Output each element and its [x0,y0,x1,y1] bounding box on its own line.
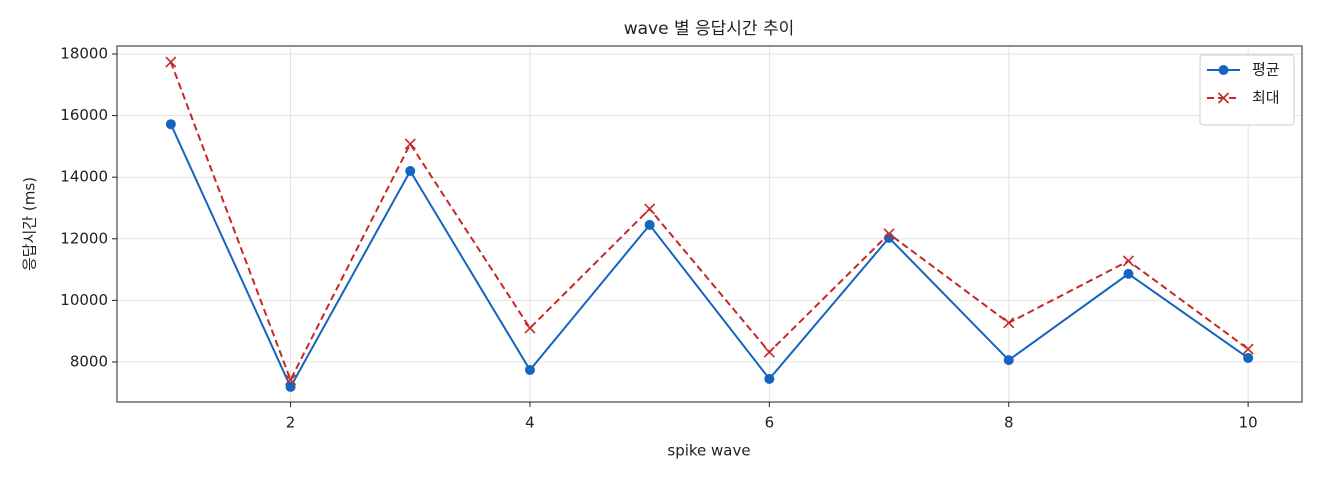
y-tick-label: 12000 [60,229,108,247]
legend-box [1199,54,1295,126]
marker [285,381,296,392]
x-axis-label: spike wave [667,442,750,460]
series-line [169,123,1249,390]
marker [524,364,535,375]
marker [883,228,895,240]
y-tick-label: 8000 [70,352,108,370]
marker [1242,343,1254,355]
marker [1003,355,1014,366]
marker [1003,317,1015,329]
marker [1122,255,1135,267]
marker [405,166,416,177]
marker [524,322,536,334]
x-tick-label: 4 [525,414,535,432]
y-tick-label: 14000 [60,168,108,186]
marker [1243,352,1254,363]
x-tick-label: 2 [286,414,296,432]
y-tick-label: 10000 [60,291,108,309]
marker [165,119,176,130]
legend-label: 평균 [1252,61,1280,79]
marker [404,138,416,150]
legend-marker [1218,65,1229,75]
series-line [169,61,1249,383]
x-tick-label: 10 [1239,414,1258,432]
y-tick-label: 16000 [60,106,108,124]
marker [644,219,655,230]
y-axis-label: 응답시간 (ms) [21,177,39,271]
legend-marker [1217,92,1230,104]
x-tick-label: 6 [765,414,775,432]
plot-frame [116,45,1303,403]
marker [284,374,297,386]
legend-label: 최대 [1252,89,1280,107]
y-tick-label: 18000 [60,45,108,63]
marker [764,373,775,384]
marker [165,56,177,68]
chart-title: wave 별 응답시간 추이 [624,19,795,39]
marker [644,203,656,215]
x-tick-label: 8 [1004,414,1014,432]
marker [1123,268,1134,279]
marker [763,346,775,358]
